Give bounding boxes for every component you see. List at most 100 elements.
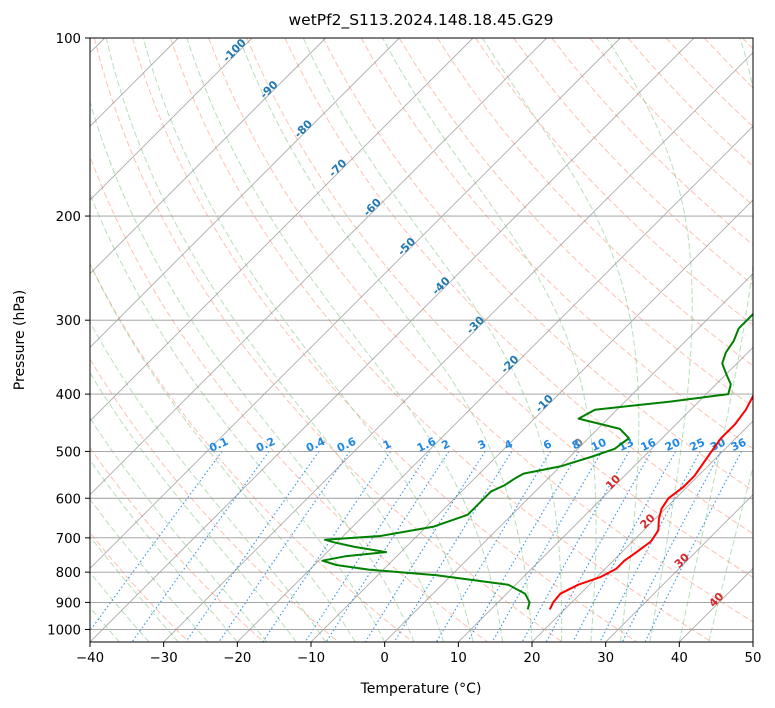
isotherm-line <box>384 273 753 642</box>
x-tick-label: 40 <box>671 651 688 666</box>
x-tick-label: −20 <box>223 651 251 666</box>
dry-adiabat <box>90 262 414 642</box>
isotherm-label: -20 <box>498 353 521 376</box>
mixing-ratio-line <box>218 451 351 642</box>
dry-adiabat <box>90 358 339 642</box>
x-tick-label: −30 <box>150 651 178 666</box>
dry-adiabat <box>398 38 753 408</box>
isotherm-line <box>458 346 753 642</box>
moist-adiabat <box>90 192 386 642</box>
moist-adiabat <box>90 459 238 642</box>
x-tick-label: 10 <box>450 651 467 666</box>
mixing-ratio-line <box>435 451 552 642</box>
mixing-ratio-line <box>621 451 722 642</box>
mixing-ratio-line <box>491 451 603 642</box>
y-tick-label: 400 <box>56 388 81 403</box>
moist-adiabat <box>105 38 445 642</box>
isotherm-line <box>90 38 621 569</box>
dry-adiabat <box>90 446 264 642</box>
background-lines <box>90 38 753 642</box>
y-tick-label: 100 <box>56 32 81 47</box>
y-tick-label: 300 <box>56 314 81 329</box>
moist-adiabat <box>90 262 356 642</box>
mixing-ratio-label: 3 <box>476 437 488 452</box>
isotherm-label: -60 <box>361 196 384 219</box>
mixing-ratio-label: 1 <box>381 437 393 452</box>
y-tick-label: 700 <box>56 532 81 547</box>
moist-adiabat <box>90 498 209 642</box>
isotherm-line <box>679 567 753 642</box>
isotherm-label: 20 <box>638 511 658 531</box>
moist-adiabat <box>90 417 268 642</box>
isotherm-label: 40 <box>706 590 726 610</box>
y-tick-label: 500 <box>56 445 81 460</box>
x-tick-label: 30 <box>597 651 614 666</box>
chart-title: wetPf2_S113.2024.148.18.45.G29 <box>289 11 554 30</box>
isotherm-line <box>752 641 753 642</box>
mixing-ratio-line <box>599 451 701 642</box>
isotherm-label: -100 <box>220 36 249 65</box>
dry-adiabat <box>742 38 753 50</box>
x-tick-label: −40 <box>76 651 104 666</box>
plot-frame <box>89 37 754 643</box>
dry-adiabat <box>475 38 753 326</box>
temperature-profile <box>548 394 753 610</box>
mixing-ratio-line <box>364 451 486 642</box>
moist-adiabat <box>238 38 533 642</box>
mixing-ratio-label: 36 <box>729 436 749 454</box>
mixing-ratio-line <box>262 451 391 642</box>
mixing-ratio-line <box>644 451 742 642</box>
dry-adiabat <box>284 38 753 535</box>
x-tick-label: 20 <box>524 651 541 666</box>
dry-adiabat <box>90 155 488 642</box>
mixing-ratio-line <box>131 451 270 642</box>
mixing-ratio-label: 16 <box>639 436 659 454</box>
x-tick-label: −10 <box>297 651 325 666</box>
isotherm-line <box>605 494 753 642</box>
x-axis-label: Temperature (°C) <box>360 681 482 697</box>
y-axis: 100 200 300 400 500 600 700 800 900 1000 <box>47 32 90 638</box>
x-tick-label: 0 <box>380 651 388 666</box>
x-axis: −40 −30 −20 −10 0 10 20 30 40 50 <box>76 642 761 666</box>
pressure-grid <box>90 38 753 630</box>
moist-adiabat <box>90 535 179 642</box>
moist-adiabat <box>302 38 563 642</box>
isotherm-line <box>90 38 474 422</box>
isotherm-line <box>163 52 753 642</box>
dry-adiabat <box>513 38 753 286</box>
isotherm-label: 30 <box>672 550 692 570</box>
isotherm-label: -80 <box>292 117 315 140</box>
mixing-ratio-label: 13 <box>617 436 636 454</box>
y-tick-label: 200 <box>56 210 81 225</box>
isotherm-line <box>310 199 753 642</box>
mixing-ratio-line <box>545 451 652 642</box>
isotherm-line <box>90 38 253 201</box>
moist-adiabat <box>606 38 693 642</box>
moist-adiabat <box>382 38 597 642</box>
dry-adiabat <box>131 38 638 642</box>
isotherm-line <box>237 125 753 642</box>
mixing-ratio-label: 10 <box>589 436 609 454</box>
dry-adiabat <box>360 38 753 450</box>
moist-adiabat <box>678 38 753 642</box>
isotherm-label: -50 <box>395 235 418 258</box>
moist-adiabat <box>142 38 474 642</box>
mixing-ratio-label: 25 <box>688 436 707 454</box>
dry-adiabat <box>170 38 712 642</box>
isotherm-label: -40 <box>430 274 453 297</box>
profile-series <box>321 312 753 610</box>
mixing-ratio-line <box>572 451 676 642</box>
moist-adiabat <box>90 321 327 642</box>
isotherm-label: -70 <box>326 156 349 179</box>
dry-adiabat <box>703 38 753 89</box>
y-tick-label: 600 <box>56 492 81 507</box>
isotherm-line <box>531 420 753 642</box>
y-axis-label: Pressure (hPa) <box>12 290 28 390</box>
moist-adiabat <box>90 371 297 642</box>
moist-adiabat <box>186 38 503 642</box>
x-tick-label: 50 <box>745 651 762 666</box>
dry-adiabat <box>90 531 190 642</box>
y-tick-label: 900 <box>56 596 81 611</box>
dry-adiabat <box>208 38 753 623</box>
